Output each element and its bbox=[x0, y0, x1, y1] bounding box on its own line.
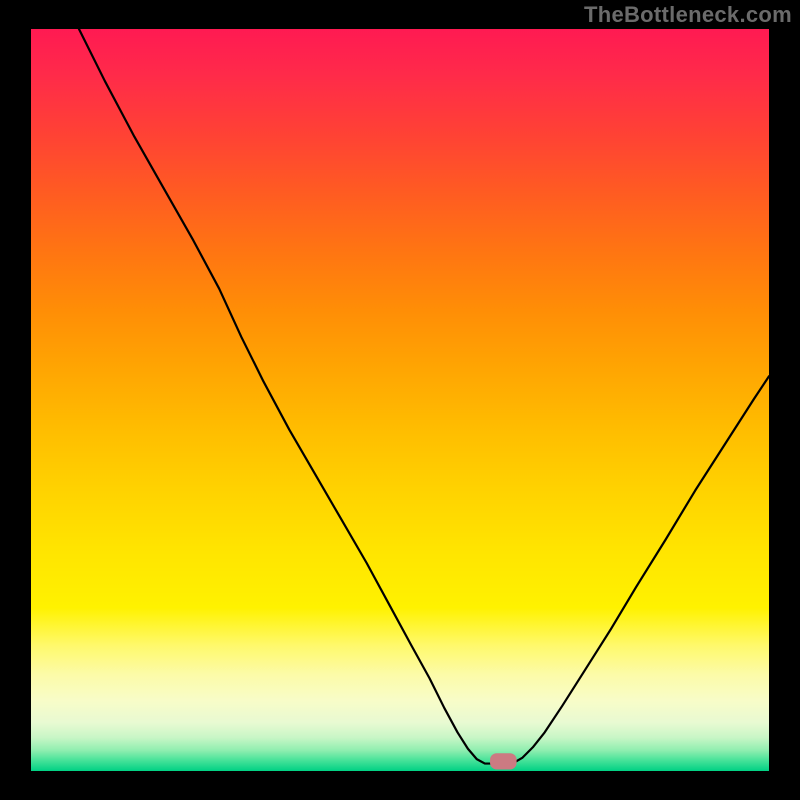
gradient-background bbox=[31, 29, 769, 771]
chart-frame: TheBottleneck.com bbox=[0, 0, 800, 800]
bottleneck-chart bbox=[31, 29, 769, 771]
plot-area bbox=[31, 29, 769, 771]
watermark-text: TheBottleneck.com bbox=[584, 2, 792, 28]
optimal-marker bbox=[490, 753, 517, 769]
